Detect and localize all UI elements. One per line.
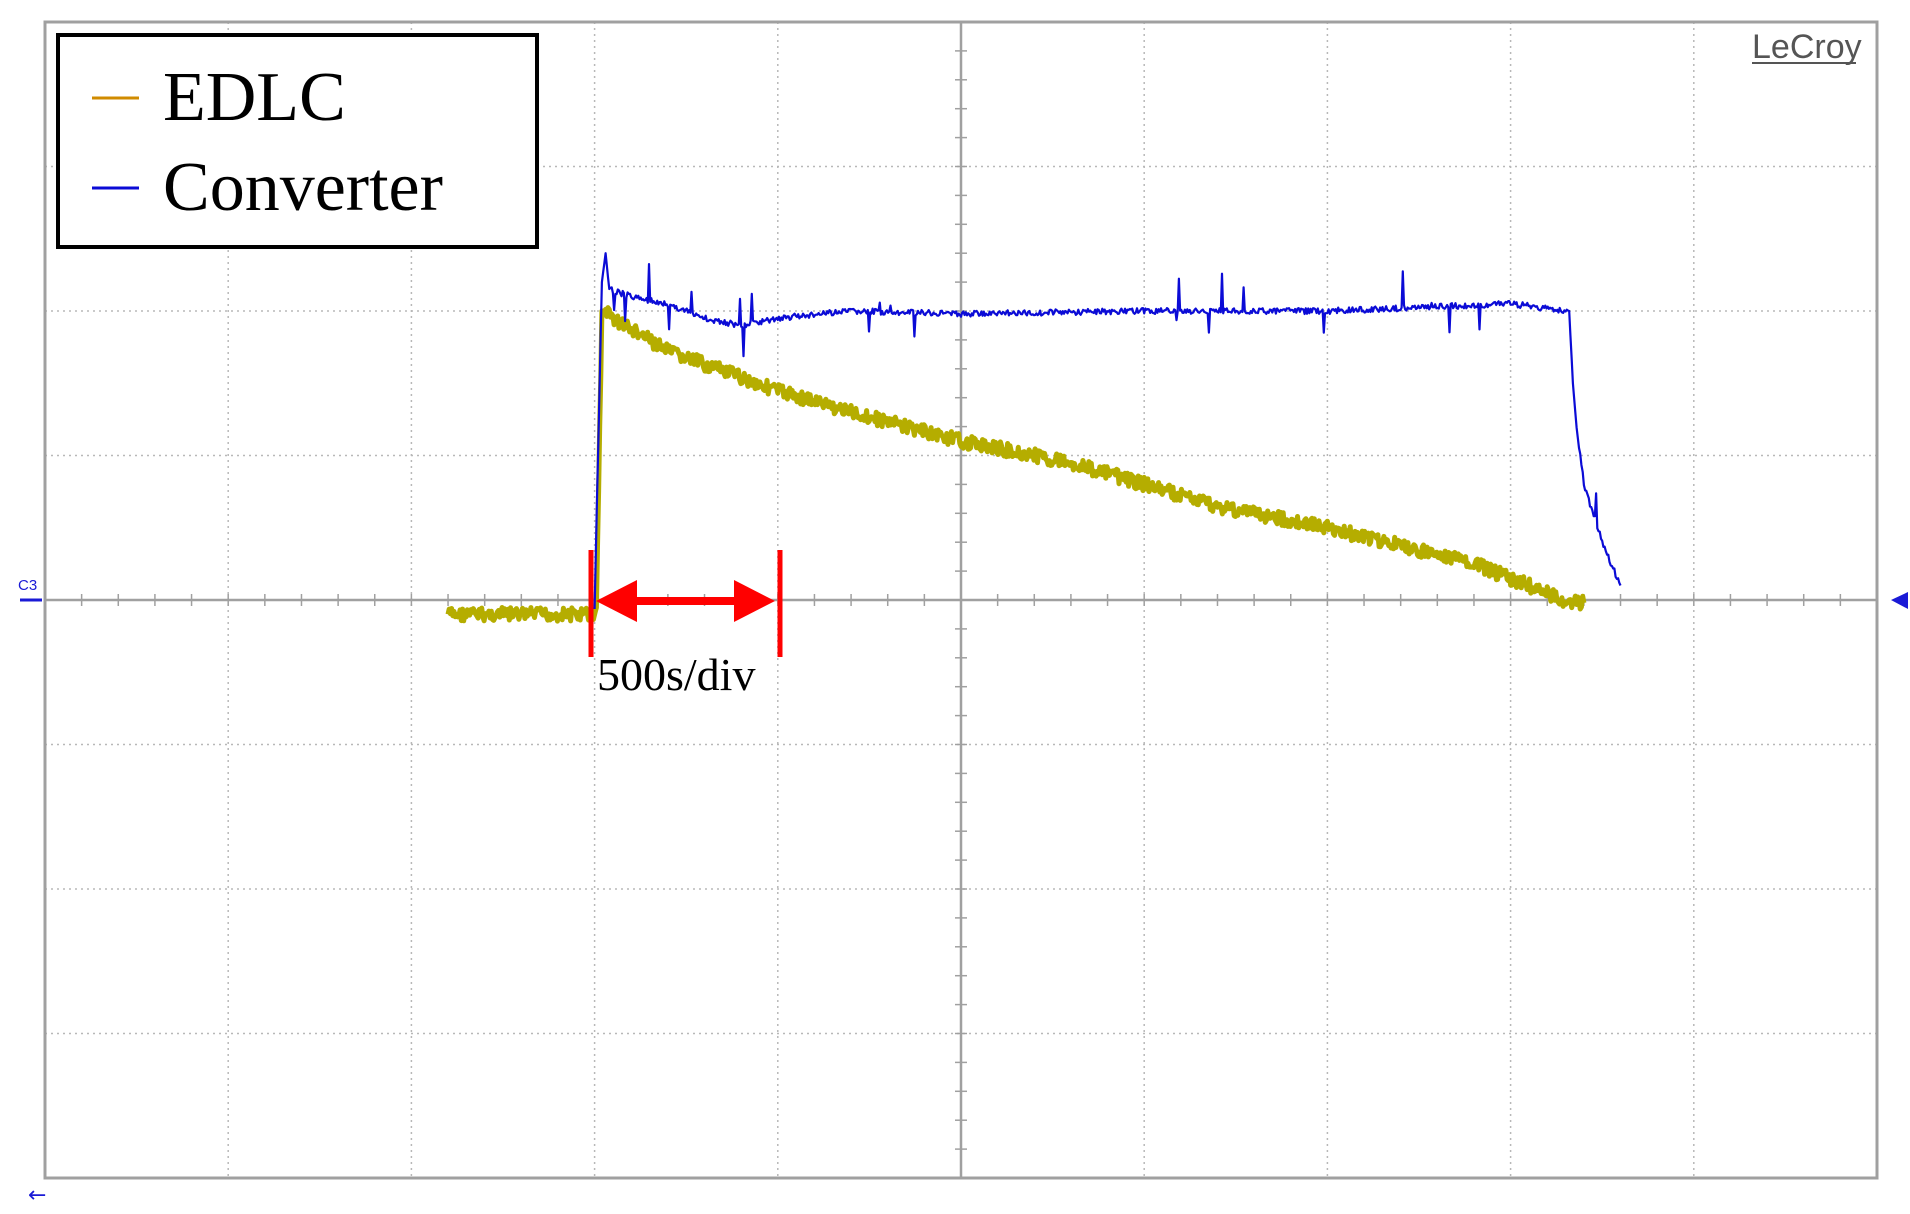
legend: EDLC Converter [56, 33, 539, 249]
traces [445, 252, 1622, 624]
trace-edlc [445, 305, 1587, 624]
brand-logo: LeCroy [1752, 28, 1862, 66]
legend-label-edlc: EDLC [163, 59, 346, 136]
trace-converter [593, 252, 1622, 610]
arrow-left-head-icon [596, 580, 637, 622]
time-scale-annotation: 500s/div [588, 550, 783, 700]
legend-label-converter: Converter [163, 149, 443, 226]
trigger-level-arrow-icon [1891, 592, 1908, 609]
plot-frame [43, 20, 1879, 1180]
annotation-label: 500s/div [597, 649, 755, 700]
left-arrow-icon: ← [28, 1183, 46, 1208]
channel-marker: C3 ← [18, 577, 1908, 1208]
arrow-right-head-icon [734, 580, 775, 622]
legend-box [56, 33, 539, 249]
channel-label: C3 [18, 577, 37, 594]
